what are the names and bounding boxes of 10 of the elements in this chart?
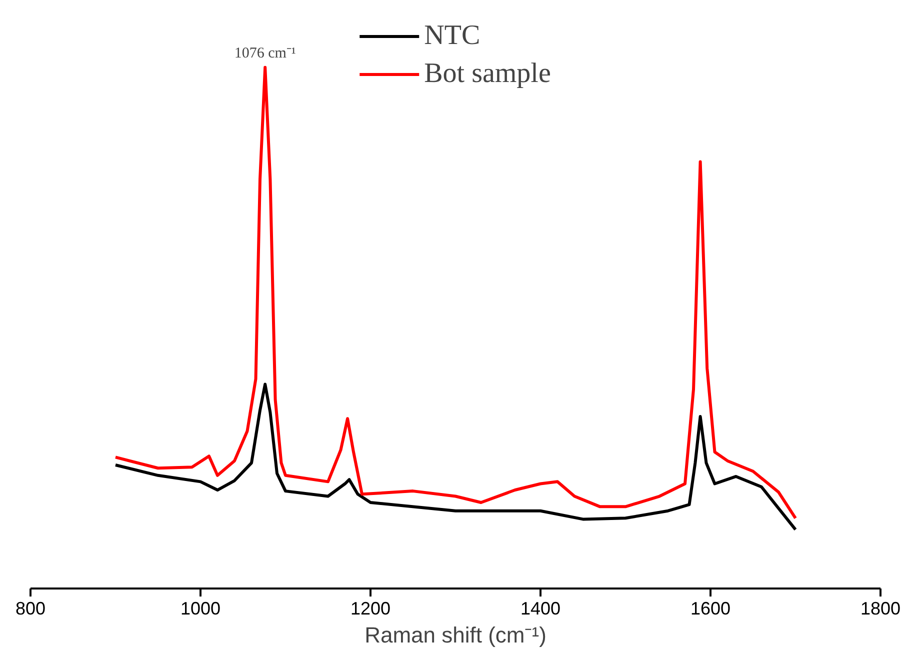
legend-label: NTC [424, 20, 480, 52]
legend-label: Bot sample [424, 58, 551, 90]
x-tick-label: 1800 [860, 598, 901, 618]
x-tick-label: 1600 [690, 598, 731, 618]
x-tick-label: 1000 [180, 598, 221, 618]
x-tick-label: 1400 [520, 598, 561, 618]
annotation: 1076 cm⁻¹ [234, 45, 296, 62]
x-tick-label: 800 [15, 598, 46, 618]
x-axis-title: Raman shift (cm⁻¹) [364, 622, 546, 648]
x-tick-label: 1200 [350, 598, 391, 618]
